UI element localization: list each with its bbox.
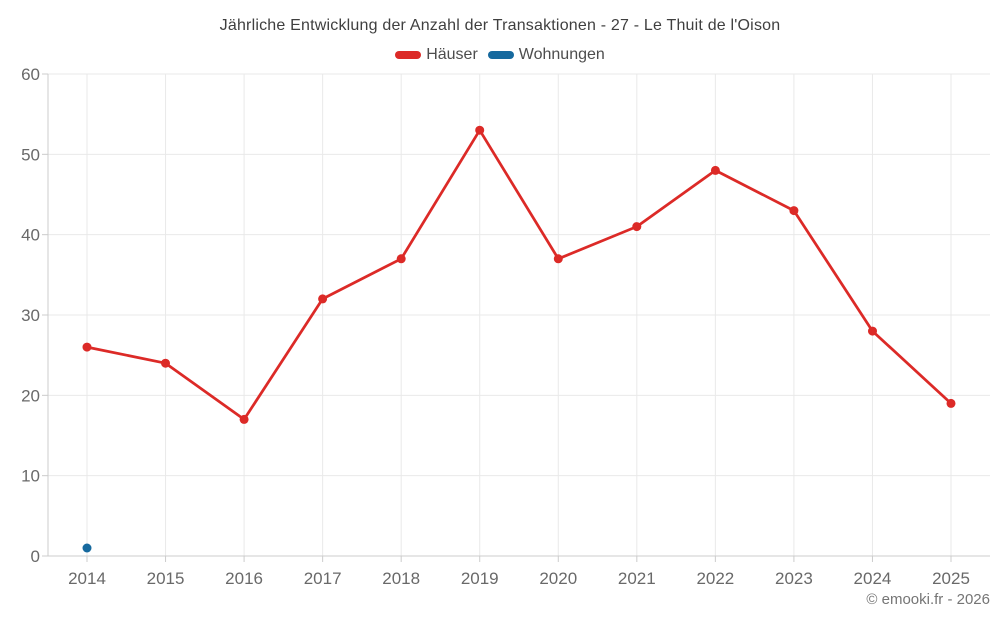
legend-label-wohnungen: Wohnungen bbox=[518, 46, 605, 63]
data-point-häuser bbox=[396, 254, 406, 264]
x-tick-label: 2024 bbox=[854, 569, 892, 588]
data-point-häuser bbox=[553, 254, 563, 264]
data-point-häuser bbox=[868, 326, 877, 336]
x-tick-label: 2020 bbox=[539, 569, 577, 588]
x-tick-label: 2022 bbox=[696, 569, 734, 588]
legend-item-wohnungen[interactable]: Wohnungen bbox=[487, 46, 605, 64]
x-tick-label: 2017 bbox=[304, 569, 342, 588]
data-point-häuser bbox=[710, 165, 720, 175]
data-point-häuser bbox=[318, 294, 328, 304]
y-tick-label: 50 bbox=[21, 145, 40, 164]
y-tick-label: 60 bbox=[21, 65, 40, 84]
chart-title: Jährliche Entwicklung der Anzahl der Tra… bbox=[219, 17, 781, 34]
data-point-häuser bbox=[239, 414, 249, 424]
x-tick-label: 2016 bbox=[225, 569, 263, 588]
x-tick-label: 2019 bbox=[461, 569, 499, 588]
y-tick-label: 10 bbox=[21, 467, 40, 486]
y-tick-label: 0 bbox=[31, 547, 40, 566]
legend-item-haeuser[interactable]: Häuser bbox=[395, 46, 478, 64]
data-point-wohnungen bbox=[82, 543, 92, 553]
legend-label-haeuser: Häuser bbox=[426, 46, 478, 63]
data-point-häuser bbox=[946, 398, 956, 408]
legend-swatch-wohnungen bbox=[487, 51, 514, 59]
y-tick-label: 30 bbox=[21, 306, 40, 325]
data-point-häuser bbox=[789, 206, 799, 216]
x-tick-label: 2021 bbox=[618, 569, 656, 588]
data-point-häuser bbox=[82, 342, 92, 352]
x-tick-label: 2014 bbox=[68, 569, 106, 588]
y-tick-label: 40 bbox=[21, 226, 40, 245]
legend-swatch-haeuser bbox=[395, 51, 422, 59]
y-tick-label: 20 bbox=[21, 386, 40, 405]
series-line-häuser bbox=[85, 128, 953, 421]
x-tick-label: 2025 bbox=[932, 569, 970, 588]
data-point-häuser bbox=[632, 222, 642, 232]
x-tick-label: 2015 bbox=[147, 569, 185, 588]
chart-legend: Häuser Wohnungen bbox=[0, 46, 1000, 64]
copyright-text: © emooki.fr - 2026 bbox=[866, 591, 990, 608]
data-point-häuser bbox=[161, 358, 170, 368]
x-tick-label: 2018 bbox=[382, 569, 420, 588]
data-point-häuser bbox=[475, 125, 485, 135]
x-tick-label: 2023 bbox=[775, 569, 813, 588]
